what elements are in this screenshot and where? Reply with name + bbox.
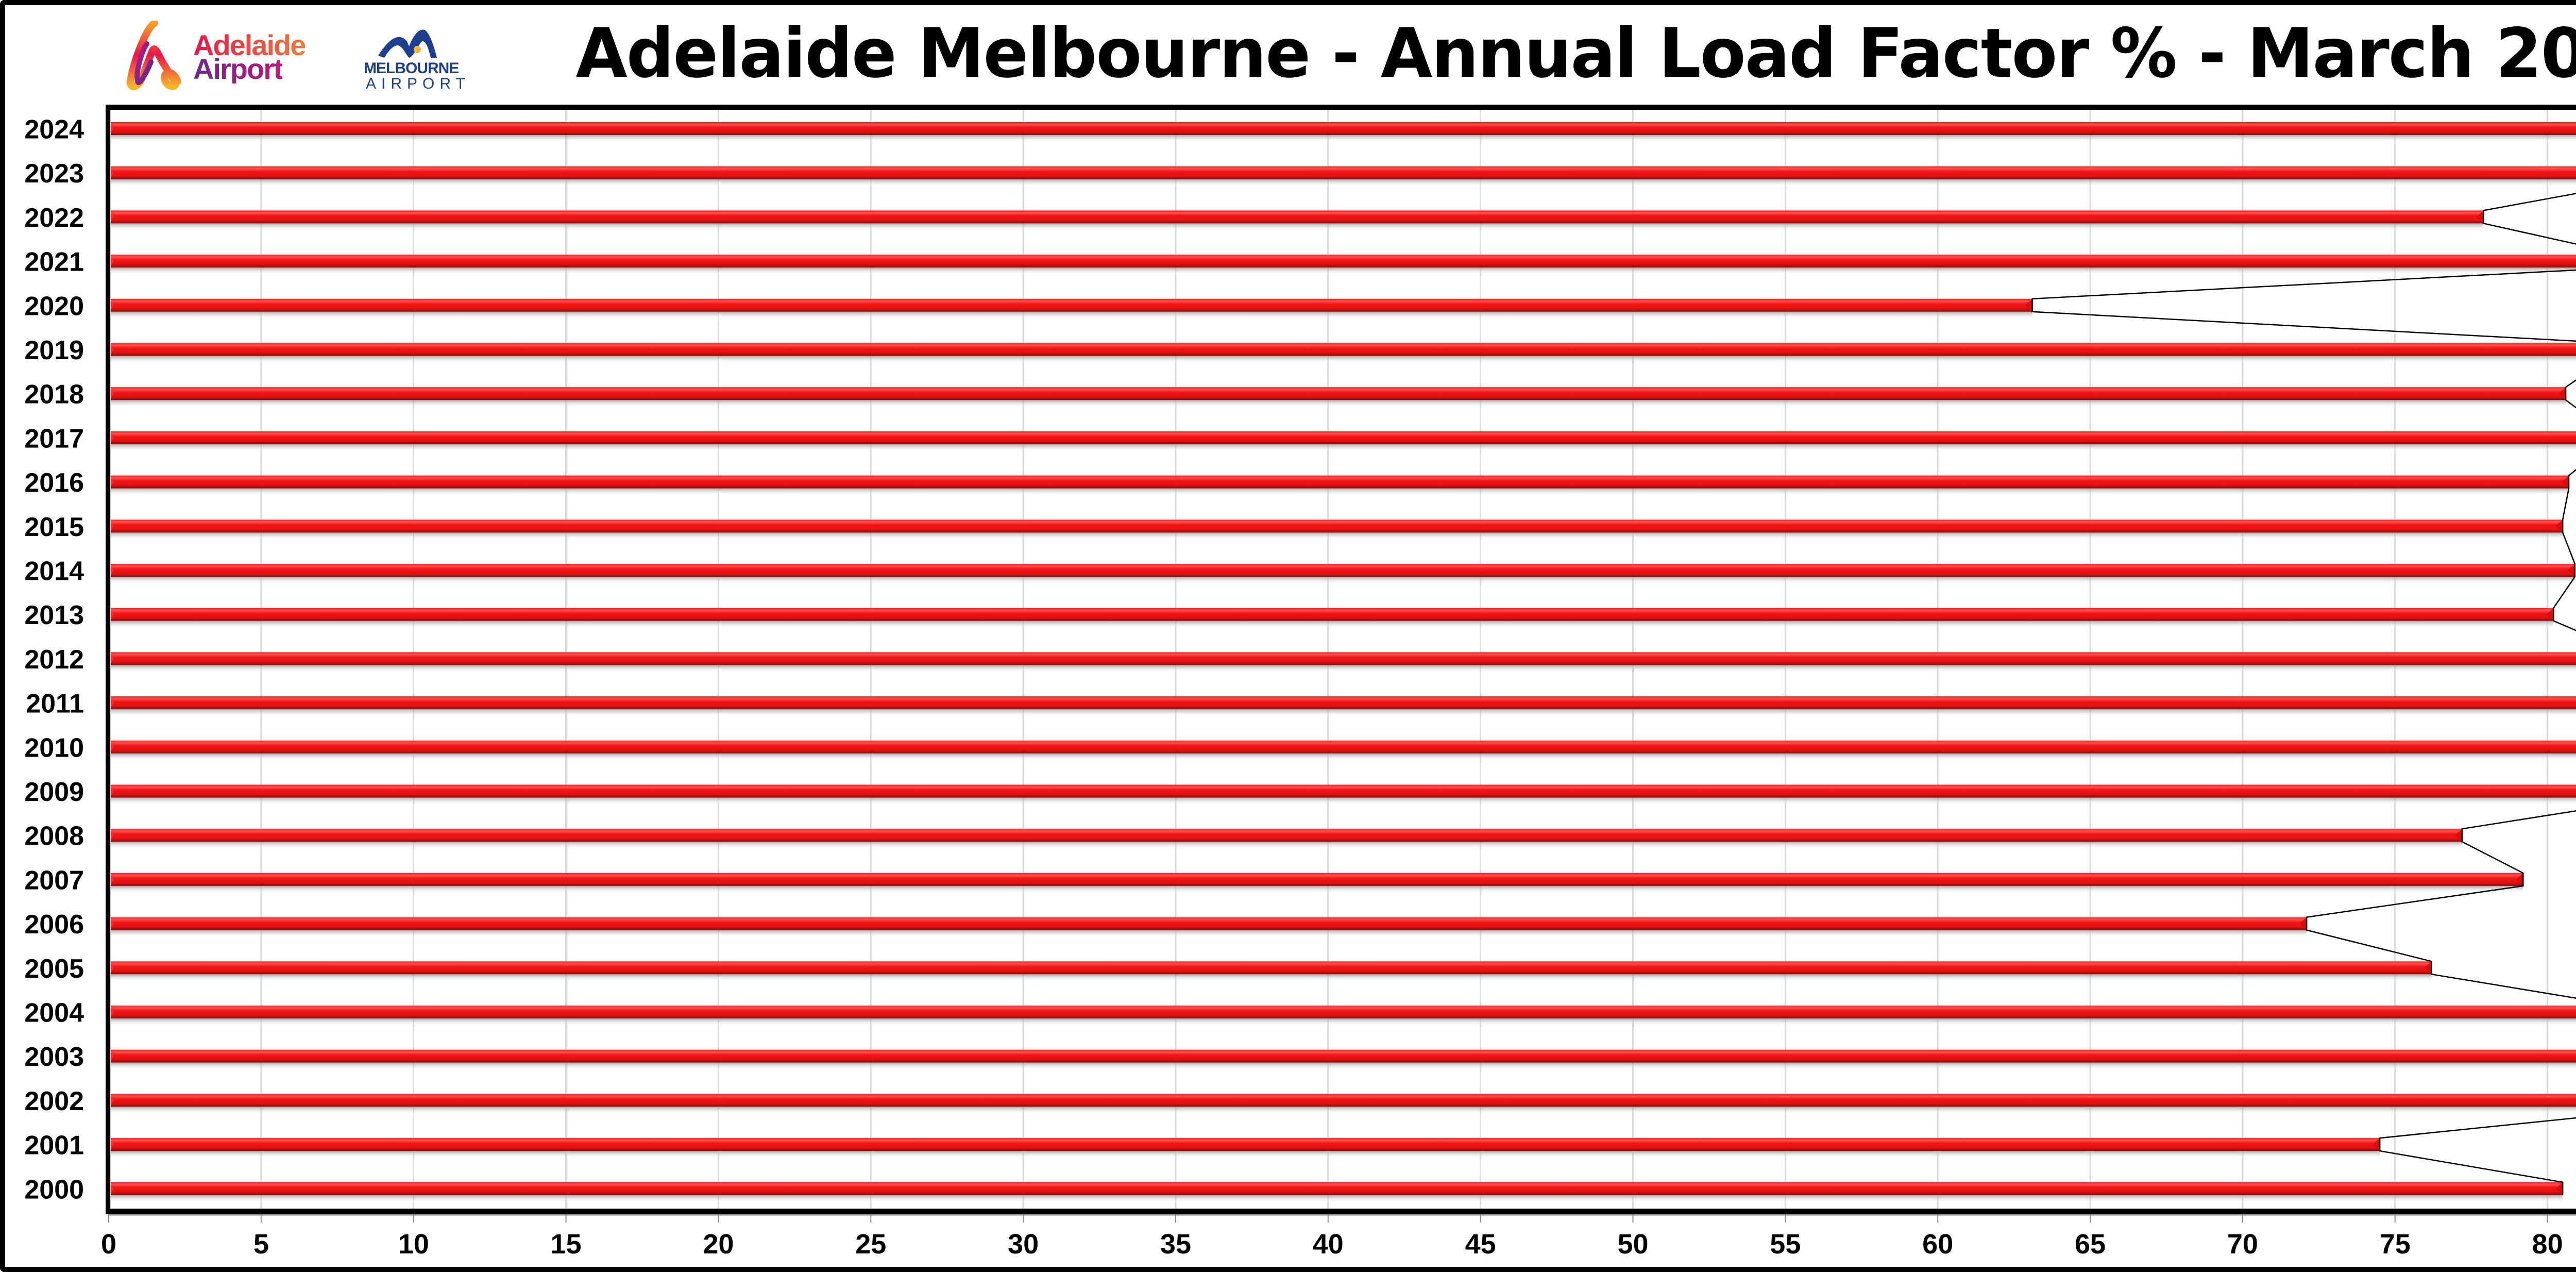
bar-2023: [110, 166, 2576, 187]
x-tick-label: 5: [253, 1229, 269, 1260]
melbourne-logo-line1: MELBOURNE: [364, 60, 459, 77]
y-label-2024: 2024: [24, 115, 84, 145]
y-label-2010: 2010: [24, 733, 84, 763]
y-label-2002: 2002: [24, 1086, 84, 1116]
value-connector-line: [2031, 193, 2576, 1195]
y-label-2014: 2014: [24, 557, 84, 587]
bar-2014: [110, 564, 2575, 584]
bar-2008: [110, 829, 2462, 849]
y-label-2020: 2020: [24, 291, 84, 321]
bar-2019: [110, 343, 2576, 363]
adelaide-airport-logo: Adelaide Airport: [126, 21, 322, 93]
bar-2000: [110, 1182, 2563, 1202]
y-label-2004: 2004: [24, 998, 84, 1028]
bar-2007: [110, 873, 2523, 893]
x-tick-label: 80: [2532, 1229, 2563, 1260]
bar-2018: [110, 387, 2566, 408]
melbourne-m-icon: [378, 29, 437, 58]
y-label-2009: 2009: [24, 777, 84, 807]
y-label-2021: 2021: [24, 247, 84, 277]
bar-2015: [110, 520, 2563, 540]
x-tick-label: 15: [551, 1229, 582, 1260]
bar-2024: [110, 122, 2576, 142]
x-tick-label: 20: [703, 1229, 734, 1260]
bar-2009: [110, 784, 2576, 805]
plot-area-frame: [106, 105, 2576, 1214]
x-tick-label: 70: [2227, 1229, 2258, 1260]
x-tick-label: 35: [1160, 1229, 1191, 1260]
bar-2004: [110, 1006, 2576, 1026]
x-tick-label: 25: [855, 1229, 886, 1260]
bar-2021: [110, 255, 2576, 275]
y-label-2003: 2003: [24, 1042, 84, 1072]
y-axis-labels: 2024 2023 2022 2021 2020 2019 2018 2017 2016 2015…: [24, 115, 84, 1205]
bar-2020: [110, 298, 2032, 319]
bar-2016: [110, 475, 2569, 496]
y-label-2018: 2018: [24, 380, 84, 410]
y-label-2017: 2017: [24, 424, 84, 454]
bar-2002: [110, 1094, 2576, 1114]
bars: [110, 122, 2576, 1202]
bar-2003: [110, 1049, 2576, 1070]
y-label-2022: 2022: [24, 203, 84, 233]
x-tick-label: 65: [2075, 1229, 2106, 1260]
adelaide-logo-line1: Adelaide: [193, 29, 306, 61]
x-tick-label: 50: [1617, 1229, 1648, 1260]
bar-2012: [110, 652, 2576, 673]
melbourne-airport-logo: MELBOURNE AIRPORT: [361, 23, 465, 93]
bar-2001: [110, 1138, 2380, 1159]
melbourne-logo-line2: AIRPORT: [366, 75, 470, 92]
y-label-2015: 2015: [24, 512, 84, 542]
y-label-2019: 2019: [24, 336, 84, 365]
bar-2011: [110, 696, 2576, 717]
y-label-2007: 2007: [24, 865, 84, 895]
y-label-2011: 2011: [26, 689, 84, 719]
chart-title-text: Adelaide Melbourne - Annual Load Factor …: [575, 14, 2576, 93]
x-tick-label: 30: [1008, 1229, 1039, 1260]
x-tick-label: 75: [2380, 1229, 2411, 1260]
bar-2022: [110, 210, 2484, 231]
adelaide-a-icon: [126, 21, 181, 90]
x-axis-ticks: 0510152025303540455055606570758085909510…: [101, 1214, 2563, 1260]
x-tick-label: 10: [398, 1229, 429, 1260]
y-label-2023: 2023: [24, 159, 84, 189]
y-label-2006: 2006: [24, 910, 84, 940]
y-label-2005: 2005: [24, 954, 84, 984]
y-label-2012: 2012: [24, 645, 84, 675]
x-tick-label: 55: [1770, 1229, 1801, 1260]
x-tick-label: 40: [1313, 1229, 1344, 1260]
y-label-2008: 2008: [24, 822, 84, 851]
bar-2017: [110, 431, 2576, 451]
bar-2005: [110, 961, 2432, 982]
y-label-2001: 2001: [24, 1131, 84, 1161]
chart-title: Adelaide Melbourne - Annual Load Factor …: [0, 20, 2576, 88]
x-tick-label: 0: [101, 1229, 116, 1260]
y-label-2016: 2016: [24, 468, 84, 498]
y-label-2013: 2013: [24, 600, 84, 630]
x-tick-label: 45: [1465, 1229, 1496, 1260]
bar-2013: [110, 608, 2554, 628]
bar-2006: [110, 917, 2307, 938]
x-tick-label: 60: [1922, 1229, 1953, 1260]
bar-2010: [110, 740, 2576, 761]
y-label-2000: 2000: [24, 1175, 84, 1204]
adelaide-logo-line2: Airport: [193, 53, 283, 85]
